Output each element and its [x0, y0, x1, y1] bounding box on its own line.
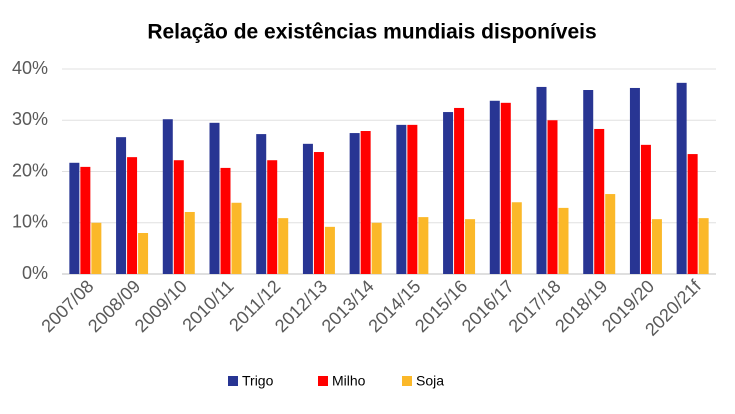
bar	[184, 211, 195, 274]
bar	[651, 219, 662, 274]
bar	[324, 226, 335, 274]
bar	[278, 218, 289, 274]
chart-title: Relação de existências mundiais disponív…	[147, 21, 596, 44]
bar	[209, 122, 220, 274]
bar	[313, 152, 324, 274]
bar	[371, 222, 382, 274]
bar	[698, 218, 709, 274]
legend-swatch	[228, 376, 238, 386]
bar	[418, 217, 429, 274]
bar	[127, 157, 138, 274]
bar	[220, 167, 231, 274]
bar	[489, 100, 500, 275]
y-tick-label: 0%	[22, 263, 48, 283]
bar	[605, 194, 616, 274]
y-tick-label: 20%	[12, 160, 48, 180]
bar	[443, 112, 454, 274]
bar	[173, 160, 184, 274]
legend-swatch	[402, 376, 412, 386]
bar	[511, 202, 522, 274]
bar	[267, 160, 278, 274]
legend-label: Milho	[332, 373, 366, 389]
bar	[162, 119, 173, 274]
legend-label: Trigo	[242, 373, 274, 389]
bar	[396, 124, 407, 274]
bar	[629, 87, 640, 275]
bar	[80, 166, 91, 274]
bar	[536, 86, 547, 274]
bar	[407, 124, 418, 274]
y-tick-label: 10%	[12, 212, 48, 232]
legend-swatch	[318, 376, 328, 386]
bar	[583, 90, 594, 274]
legend-label: Soja	[416, 373, 444, 389]
bar	[594, 128, 605, 274]
bar	[231, 202, 242, 274]
bar	[360, 131, 371, 274]
x-tick-label: 2009/10	[131, 276, 191, 336]
y-tick-label: 30%	[12, 109, 48, 129]
y-tick-label: 40%	[12, 58, 48, 78]
bar	[138, 233, 149, 274]
bar	[454, 107, 465, 274]
bar	[116, 137, 127, 274]
bar	[640, 144, 651, 274]
bar	[547, 120, 558, 274]
bar	[500, 102, 511, 274]
bar	[676, 82, 687, 275]
bar	[302, 143, 313, 274]
bar	[558, 207, 569, 274]
bar	[687, 154, 698, 274]
x-tick-label: 2010/11	[178, 276, 237, 335]
bar	[69, 162, 80, 274]
bar	[256, 134, 267, 274]
bar	[465, 219, 476, 274]
bar	[91, 222, 102, 274]
bar	[349, 133, 360, 274]
